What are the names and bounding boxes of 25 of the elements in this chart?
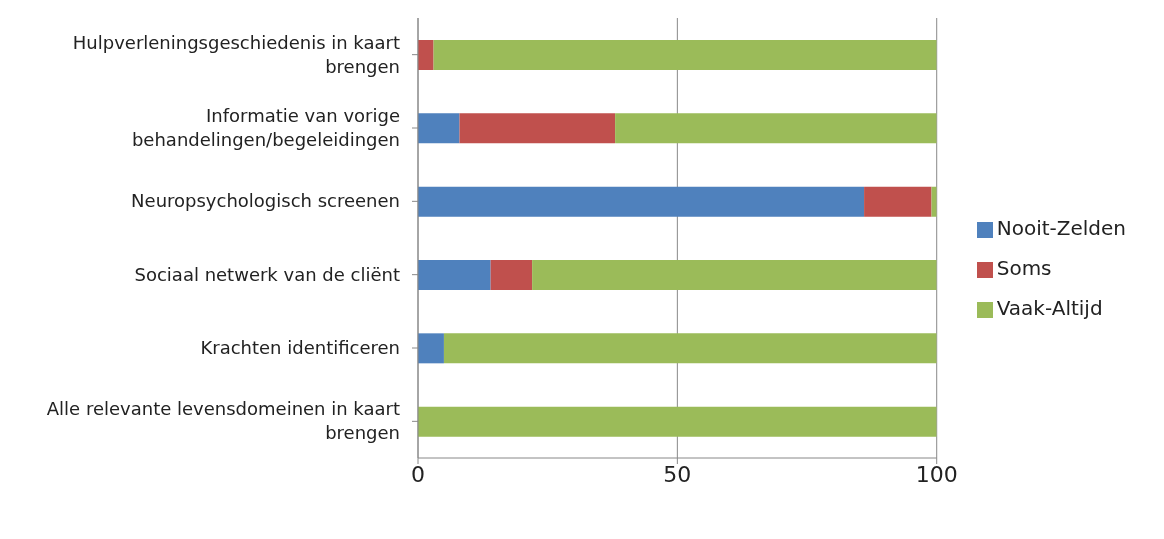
bar (532, 260, 937, 290)
bar (418, 113, 460, 144)
y-tick-label: Hulpverleningsgeschiedenis in kaart brengen (72, 31, 400, 77)
y-tick-label: Informatie van vorige behandelingen/begeleidingen (131, 105, 400, 150)
bar (433, 40, 937, 70)
y-tick-label: Sociaal netwerk van de cliënt (134, 263, 400, 285)
bar (864, 186, 932, 217)
bar (418, 333, 444, 364)
bar (418, 260, 491, 290)
bar (418, 406, 937, 437)
y-tick-label: Krachten identificeren (200, 337, 400, 358)
legend-label: Vaak-Altijd (996, 296, 1103, 320)
bar (418, 40, 434, 70)
bar (615, 113, 937, 144)
y-tick-label: Neuropsychologisch screenen (131, 190, 400, 212)
bar (443, 333, 937, 364)
bar (490, 260, 533, 290)
x-tick-label: 100 (915, 461, 958, 487)
legend-label: Nooit-Zelden (996, 216, 1126, 240)
y-tick-label: Alle relevante levensdomeinen in kaart brengen (46, 398, 400, 444)
bar (418, 186, 865, 217)
x-tick-label: 50 (663, 461, 692, 487)
bar (459, 113, 616, 144)
legend-label: Soms (996, 256, 1052, 280)
x-tick-label: 0 (411, 461, 425, 487)
